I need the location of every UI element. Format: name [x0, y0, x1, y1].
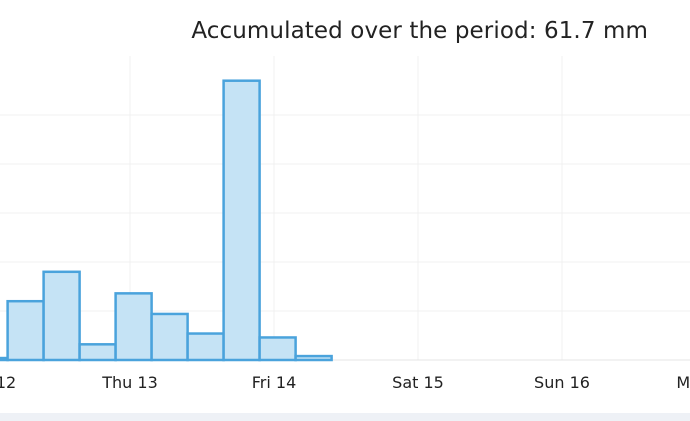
footer-strip — [0, 413, 690, 421]
precipitation-bar — [78, 343, 117, 362]
precipitation-bar — [258, 336, 297, 362]
precipitation-bar — [222, 79, 261, 362]
x-tick-label: Wed 12 — [0, 373, 16, 392]
precipitation-bar — [42, 270, 81, 362]
x-tick-label: Sat 15 — [392, 373, 444, 392]
precipitation-bar — [114, 292, 153, 362]
precipitation-bar — [294, 354, 333, 362]
x-tick-label: Fri 14 — [252, 373, 297, 392]
precipitation-bar — [186, 332, 225, 362]
x-tick-label: Sun 16 — [534, 373, 590, 392]
x-tick-label: Mon 17 — [676, 373, 690, 392]
chart-title: Accumulated over the period: 61.7 mm — [191, 18, 648, 44]
precipitation-bar — [6, 299, 45, 362]
x-tick-label: Thu 13 — [101, 373, 158, 392]
precipitation-bar — [150, 312, 189, 362]
